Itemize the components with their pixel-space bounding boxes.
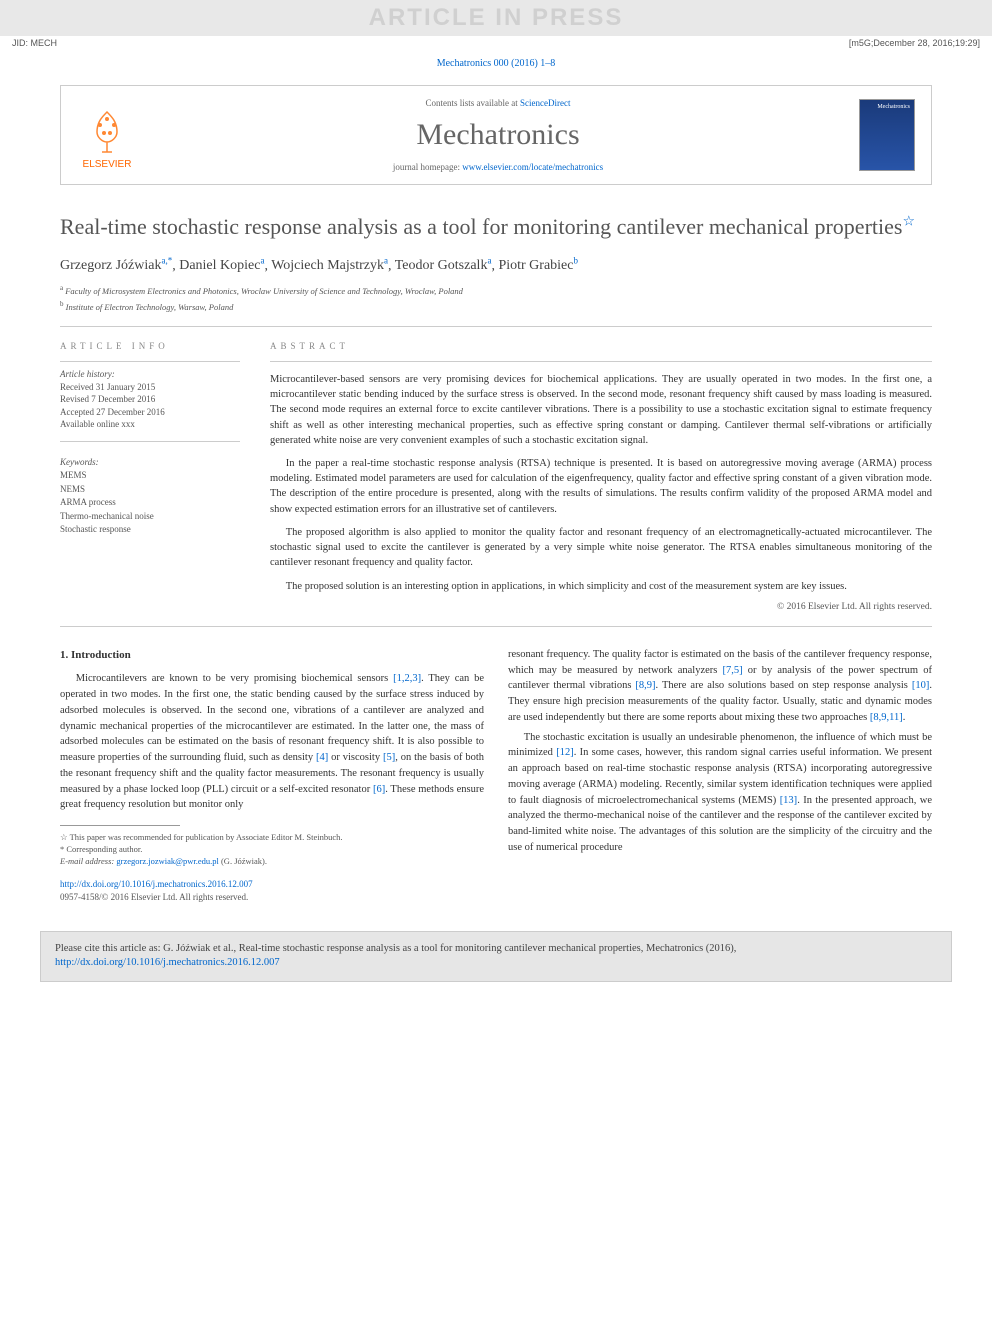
article-info-column: ARTICLE INFO Article history: Received 3…: [60, 341, 240, 612]
keyword: MEMS: [60, 469, 240, 483]
affiliations: a Faculty of Microsystem Electronics and…: [60, 284, 932, 312]
keywords-label: Keywords:: [60, 456, 240, 470]
ref-link[interactable]: [13]: [780, 795, 798, 806]
article-title: Real-time stochastic response analysis a…: [60, 213, 932, 242]
ref-link[interactable]: [6]: [373, 784, 385, 795]
divider: [270, 361, 932, 362]
title-star-icon: ☆: [902, 215, 915, 230]
author: Daniel Kopieca: [179, 258, 264, 273]
ref-link[interactable]: [8,9]: [635, 680, 655, 691]
homepage-link[interactable]: www.elsevier.com/locate/mechatronics: [462, 162, 603, 172]
press-meta: [m5G;December 28, 2016;19:29]: [849, 38, 980, 48]
article-info-header: ARTICLE INFO: [60, 341, 240, 351]
header-center: Contents lists available at ScienceDirec…: [153, 98, 843, 172]
ref-link[interactable]: [7,5]: [723, 665, 743, 676]
abstract-para: Microcantilever-based sensors are very p…: [270, 372, 932, 448]
intro-title: 1. Introduction: [60, 647, 484, 664]
intro-para: Microcantilevers are known to be very pr…: [60, 671, 484, 813]
ref-link[interactable]: [4]: [316, 752, 328, 763]
email-label: E-mail address:: [60, 856, 116, 866]
ref-link[interactable]: [1,2,3]: [393, 673, 421, 684]
footnotes: ☆ This paper was recommended for publica…: [60, 832, 484, 868]
authors-list: Grzegorz Jóźwiaka,*, Daniel Kopieca, Woj…: [60, 256, 932, 275]
author: Teodor Gotszalka: [395, 258, 492, 273]
homepage-line: journal homepage: www.elsevier.com/locat…: [153, 162, 843, 172]
journal-name: Mechatronics: [153, 118, 843, 152]
history-label: Article history:: [60, 368, 240, 381]
jid-label: JID: MECH: [12, 38, 57, 48]
keyword: NEMS: [60, 483, 240, 497]
footnote-recommend: ☆ This paper was recommended for publica…: [60, 832, 484, 844]
contents-line: Contents lists available at ScienceDirec…: [153, 98, 843, 108]
footnote-divider: [60, 825, 180, 826]
footnote-email: E-mail address: grzegorz.jozwiak@pwr.edu…: [60, 856, 484, 868]
cover-label: Mechatronics: [877, 104, 910, 110]
abstract-column: ABSTRACT Microcantilever-based sensors a…: [270, 341, 932, 612]
doi-block: http://dx.doi.org/10.1016/j.mechatronics…: [60, 878, 484, 905]
abstract-text: Microcantilever-based sensors are very p…: [270, 372, 932, 594]
divider: [60, 326, 932, 327]
elsevier-logo: ELSEVIER: [77, 100, 137, 170]
abstract-para: The proposed solution is an interesting …: [270, 579, 932, 594]
history-block: Article history: Received 31 January 201…: [60, 368, 240, 431]
keyword: Stochastic response: [60, 523, 240, 537]
keyword: ARMA process: [60, 496, 240, 510]
journal-reference: Mechatronics 000 (2016) 1–8: [0, 50, 992, 77]
contents-prefix: Contents lists available at: [426, 98, 520, 108]
affiliation: b Institute of Electron Technology, Wars…: [60, 300, 932, 312]
cite-doi-link[interactable]: http://dx.doi.org/10.1016/j.mechatronics…: [55, 957, 280, 968]
email-suffix: (G. Jóźwiak).: [219, 856, 267, 866]
divider: [60, 361, 240, 362]
abstract-para: In the paper a real-time stochastic resp…: [270, 456, 932, 517]
email-link[interactable]: grzegorz.jozwiak@pwr.edu.pl: [116, 856, 218, 866]
body-columns: 1. Introduction Microcantilevers are kno…: [60, 647, 932, 905]
divider: [60, 441, 240, 442]
author: Grzegorz Jóźwiaka,*: [60, 258, 172, 273]
abstract-copyright: © 2016 Elsevier Ltd. All rights reserved…: [270, 602, 932, 612]
keywords-block: Keywords: MEMS NEMS ARMA process Thermo-…: [60, 456, 240, 537]
abstract-para: The proposed algorithm is also applied t…: [270, 525, 932, 571]
author: Wojciech Majstrzyka: [271, 258, 388, 273]
cite-prefix: Please cite this article as: G. Jóźwiak …: [55, 943, 736, 954]
intro-para: resonant frequency. The quality factor i…: [508, 647, 932, 726]
elsevier-label: ELSEVIER: [83, 159, 132, 170]
doi-copyright: 0957-4158/© 2016 Elsevier Ltd. All right…: [60, 891, 484, 905]
affiliation: a Faculty of Microsystem Electronics and…: [60, 284, 932, 296]
info-abstract-row: ARTICLE INFO Article history: Received 3…: [60, 341, 932, 612]
article-content: Real-time stochastic response analysis a…: [0, 193, 992, 915]
ref-link[interactable]: [10]: [912, 680, 930, 691]
footnote-corresponding: * Corresponding author.: [60, 844, 484, 856]
sciencedirect-link[interactable]: ScienceDirect: [520, 98, 570, 108]
keyword: Thermo-mechanical noise: [60, 510, 240, 524]
abstract-header: ABSTRACT: [270, 341, 932, 351]
intro-para: The stochastic excitation is usually an …: [508, 730, 932, 856]
watermark-bar: ARTICLE IN PRESS: [0, 0, 992, 36]
divider: [60, 626, 932, 627]
history-item: Available online xxx: [60, 418, 240, 431]
ref-link[interactable]: [12]: [556, 747, 574, 758]
elsevier-tree-icon: [82, 107, 132, 157]
jid-line: JID: MECH [m5G;December 28, 2016;19:29]: [0, 36, 992, 50]
citation-box: Please cite this article as: G. Jóźwiak …: [40, 931, 952, 982]
ref-link[interactable]: [5]: [383, 752, 395, 763]
history-item: Accepted 27 December 2016: [60, 406, 240, 419]
body-column-left: 1. Introduction Microcantilevers are kno…: [60, 647, 484, 905]
journal-header-box: ELSEVIER Contents lists available at Sci…: [60, 85, 932, 185]
title-text: Real-time stochastic response analysis a…: [60, 214, 902, 239]
watermark-text: ARTICLE IN PRESS: [12, 4, 980, 32]
journal-cover-thumbnail: Mechatronics: [859, 99, 915, 171]
ref-link[interactable]: [8,9,11]: [870, 712, 903, 723]
doi-link[interactable]: http://dx.doi.org/10.1016/j.mechatronics…: [60, 878, 484, 892]
author: Piotr Grabiecb: [498, 258, 578, 273]
history-item: Received 31 January 2015: [60, 381, 240, 394]
body-column-right: resonant frequency. The quality factor i…: [508, 647, 932, 905]
homepage-prefix: journal homepage:: [393, 162, 462, 172]
history-item: Revised 7 December 2016: [60, 393, 240, 406]
